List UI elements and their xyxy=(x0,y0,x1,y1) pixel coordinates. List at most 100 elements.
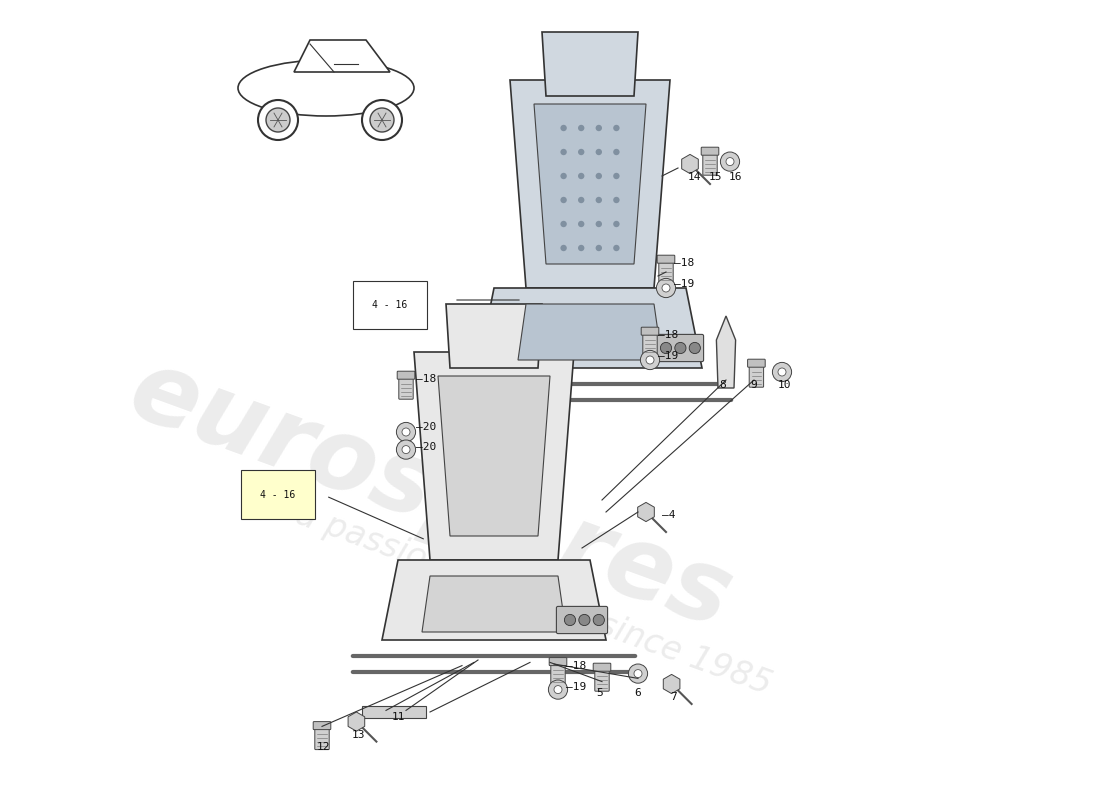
FancyBboxPatch shape xyxy=(703,154,717,175)
Circle shape xyxy=(560,149,566,155)
Circle shape xyxy=(560,197,566,203)
FancyBboxPatch shape xyxy=(595,670,609,691)
Circle shape xyxy=(646,356,654,364)
Circle shape xyxy=(613,149,619,155)
Circle shape xyxy=(613,245,619,251)
FancyBboxPatch shape xyxy=(749,366,763,387)
Text: 13: 13 xyxy=(352,730,365,739)
Text: eurospares: eurospares xyxy=(117,342,744,650)
Polygon shape xyxy=(518,304,662,360)
FancyBboxPatch shape xyxy=(551,664,565,686)
Text: 2: 2 xyxy=(275,476,282,486)
Polygon shape xyxy=(478,288,702,368)
FancyBboxPatch shape xyxy=(652,334,704,362)
Polygon shape xyxy=(414,352,574,560)
Text: 16: 16 xyxy=(729,172,743,182)
Text: —18: —18 xyxy=(416,374,436,384)
Polygon shape xyxy=(682,154,698,174)
Circle shape xyxy=(595,173,602,179)
Circle shape xyxy=(660,342,672,354)
Polygon shape xyxy=(638,502,654,522)
Text: 4 - 16: 4 - 16 xyxy=(373,300,408,310)
Circle shape xyxy=(778,368,786,376)
Polygon shape xyxy=(438,376,550,536)
Text: 14: 14 xyxy=(688,172,701,182)
Text: 5: 5 xyxy=(596,688,603,698)
Text: 7: 7 xyxy=(670,692,676,702)
Polygon shape xyxy=(542,32,638,96)
Text: —19: —19 xyxy=(566,682,586,691)
Circle shape xyxy=(595,221,602,227)
FancyBboxPatch shape xyxy=(593,663,611,671)
Circle shape xyxy=(362,100,402,140)
FancyBboxPatch shape xyxy=(397,371,415,379)
FancyBboxPatch shape xyxy=(315,728,329,750)
Text: 10: 10 xyxy=(778,380,792,390)
FancyBboxPatch shape xyxy=(399,378,414,399)
Circle shape xyxy=(690,342,701,354)
Circle shape xyxy=(579,614,590,626)
Text: —4: —4 xyxy=(662,510,675,521)
Circle shape xyxy=(772,362,792,382)
Circle shape xyxy=(613,197,619,203)
Circle shape xyxy=(657,278,675,298)
Polygon shape xyxy=(348,712,365,731)
Text: 15: 15 xyxy=(708,172,722,182)
Polygon shape xyxy=(663,674,680,694)
Circle shape xyxy=(662,284,670,292)
Circle shape xyxy=(593,614,604,626)
Circle shape xyxy=(402,428,410,436)
Circle shape xyxy=(726,158,734,166)
FancyBboxPatch shape xyxy=(549,658,566,666)
Circle shape xyxy=(628,664,648,683)
Circle shape xyxy=(595,197,602,203)
Polygon shape xyxy=(446,304,542,368)
Circle shape xyxy=(595,125,602,131)
Circle shape xyxy=(578,173,584,179)
FancyBboxPatch shape xyxy=(659,262,673,283)
Circle shape xyxy=(634,670,642,678)
Circle shape xyxy=(396,422,416,442)
Circle shape xyxy=(720,152,739,171)
Circle shape xyxy=(266,108,290,132)
Polygon shape xyxy=(294,40,390,72)
Text: —18: —18 xyxy=(674,258,694,267)
Circle shape xyxy=(578,245,584,251)
Text: 9: 9 xyxy=(750,380,757,390)
Circle shape xyxy=(613,221,619,227)
Circle shape xyxy=(554,686,562,694)
Circle shape xyxy=(674,342,686,354)
Circle shape xyxy=(578,221,584,227)
Circle shape xyxy=(595,149,602,155)
Circle shape xyxy=(560,221,566,227)
Circle shape xyxy=(560,125,566,131)
Text: 6: 6 xyxy=(634,688,640,698)
Text: a passion for parts since 1985: a passion for parts since 1985 xyxy=(292,498,777,702)
Polygon shape xyxy=(362,706,426,718)
Polygon shape xyxy=(510,80,670,288)
Text: 11: 11 xyxy=(392,712,405,722)
Text: —19: —19 xyxy=(658,351,679,362)
Text: 12: 12 xyxy=(317,742,330,752)
FancyBboxPatch shape xyxy=(701,147,718,155)
Text: —19: —19 xyxy=(674,279,694,290)
Circle shape xyxy=(549,680,568,699)
Circle shape xyxy=(578,125,584,131)
Circle shape xyxy=(564,614,575,626)
FancyBboxPatch shape xyxy=(748,359,766,367)
Text: 1: 1 xyxy=(386,288,394,298)
Text: —20: —20 xyxy=(416,442,436,451)
Circle shape xyxy=(613,173,619,179)
Polygon shape xyxy=(382,560,606,640)
Circle shape xyxy=(595,245,602,251)
Circle shape xyxy=(640,350,660,370)
Polygon shape xyxy=(534,104,646,264)
Text: 4 - 16: 4 - 16 xyxy=(261,490,296,499)
FancyBboxPatch shape xyxy=(657,255,674,263)
Circle shape xyxy=(560,245,566,251)
Circle shape xyxy=(578,149,584,155)
Text: —20: —20 xyxy=(416,422,436,432)
Ellipse shape xyxy=(238,60,414,116)
FancyBboxPatch shape xyxy=(642,334,657,355)
Circle shape xyxy=(613,125,619,131)
